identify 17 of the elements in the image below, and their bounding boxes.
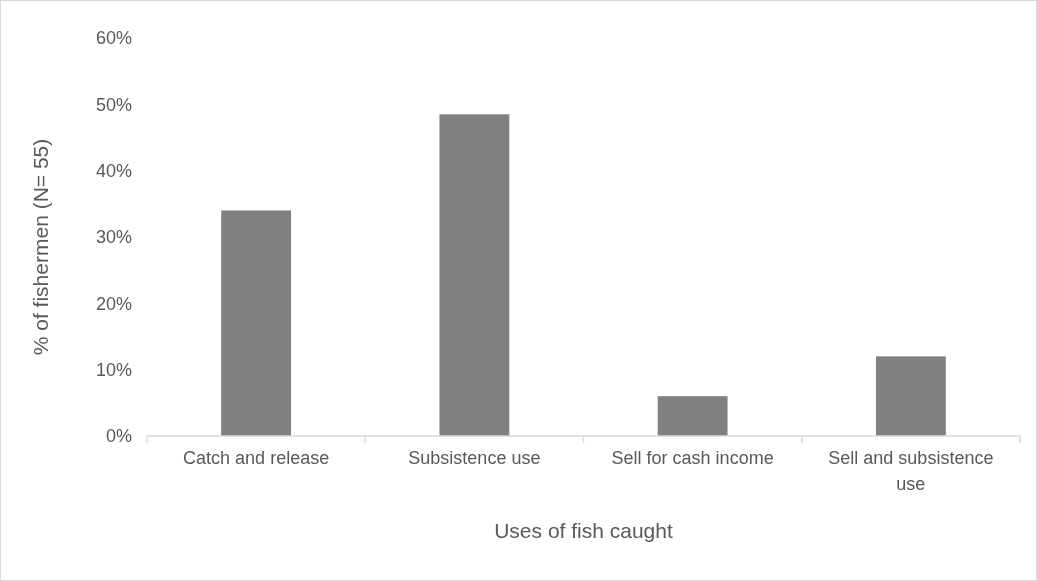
x-tick-label: Catch and release [183, 448, 330, 468]
bar [221, 210, 292, 436]
y-tick-label: 40% [95, 160, 132, 181]
x-axis-title: Uses of fish caught [494, 519, 673, 542]
bar [875, 356, 946, 436]
x-tick-label: Sell for cash income [611, 448, 774, 468]
bar [439, 114, 510, 436]
y-tick-label: 0% [105, 426, 132, 447]
y-tick-label: 50% [95, 94, 132, 115]
y-tick-label: 20% [95, 293, 132, 314]
x-tick-label: Subsistence use [408, 448, 541, 468]
y-tick-label: 30% [95, 227, 132, 248]
bar [657, 396, 728, 436]
y-tick-label: 10% [95, 359, 132, 380]
y-tick-label: 60% [95, 28, 132, 49]
x-tick-label: Sell and subsistence use [828, 448, 994, 494]
y-axis-title: % of fishermen (N= 55) [29, 138, 52, 356]
